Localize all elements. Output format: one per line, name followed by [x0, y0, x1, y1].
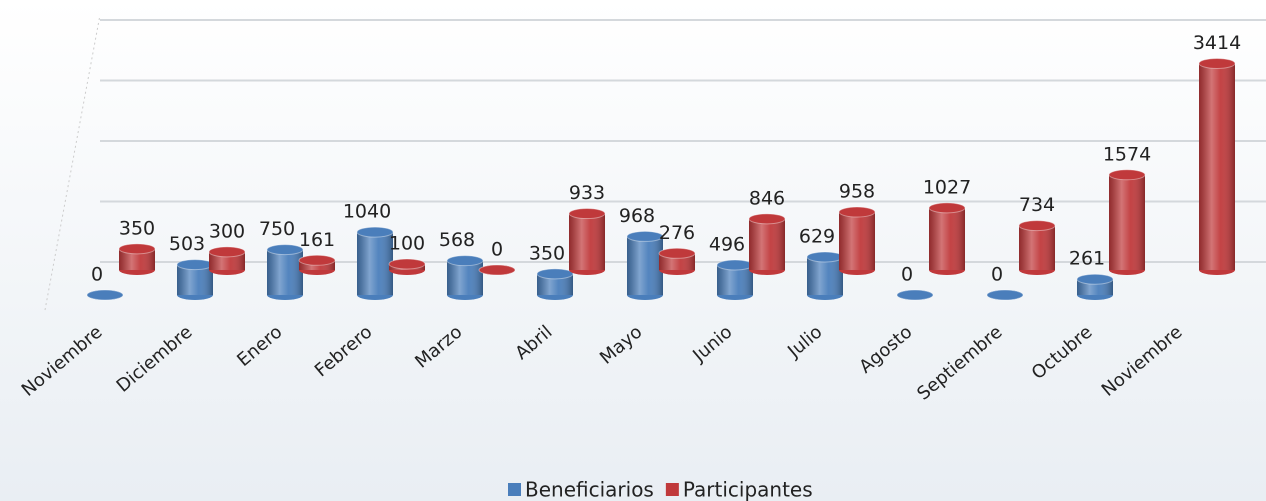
value-label: 3414	[1193, 32, 1241, 54]
value-label: 958	[839, 181, 875, 203]
bar-top	[568, 208, 606, 220]
bar-top	[388, 258, 426, 270]
legend-label: Beneficiarios	[525, 478, 654, 501]
bar-shade	[807, 256, 843, 295]
bar-top	[1018, 220, 1056, 232]
value-label: 568	[439, 229, 475, 251]
bar	[356, 226, 394, 300]
bar-shade	[1019, 225, 1055, 270]
bar	[1198, 57, 1236, 275]
value-label: 0	[91, 264, 103, 286]
value-label: 1040	[343, 201, 391, 223]
bar-shade	[717, 264, 753, 295]
bar-top	[208, 246, 246, 258]
value-label: 846	[749, 187, 785, 209]
value-label: 734	[1019, 194, 1055, 216]
bar-shade	[357, 232, 393, 295]
bar	[478, 264, 516, 276]
bar	[388, 258, 426, 275]
legend-label: Participantes	[683, 478, 813, 501]
bar	[86, 289, 124, 301]
value-label: 0	[991, 264, 1003, 286]
bar-shade	[569, 213, 605, 270]
value-label: 276	[659, 222, 695, 244]
bar	[658, 247, 696, 275]
bar-top	[298, 254, 336, 266]
bar	[716, 259, 754, 300]
bar-shade	[1199, 63, 1235, 270]
bar	[896, 289, 934, 301]
value-label: 1027	[923, 176, 971, 198]
value-label: 261	[1069, 248, 1105, 270]
value-label: 968	[619, 205, 655, 227]
bar-top	[896, 289, 934, 301]
bar-shade	[177, 264, 213, 295]
value-label: 1574	[1103, 143, 1151, 165]
bar-top	[266, 244, 304, 256]
bar-top	[748, 213, 786, 225]
bar-top	[986, 289, 1024, 301]
value-label: 0	[491, 239, 503, 261]
bar	[118, 243, 156, 275]
bar-top	[478, 264, 516, 276]
bar	[298, 254, 336, 275]
bar	[986, 289, 1024, 301]
bar-top	[536, 268, 574, 280]
bar-top	[1076, 273, 1114, 285]
value-label: 750	[259, 218, 295, 240]
bar-shade	[929, 207, 965, 270]
bar	[446, 255, 484, 300]
bar-top	[1198, 57, 1236, 69]
bar-shade	[627, 236, 663, 295]
bar-shade	[839, 212, 875, 270]
bar-top	[716, 259, 754, 271]
value-label: 300	[209, 220, 245, 242]
value-label: 100	[389, 232, 425, 254]
value-label: 350	[119, 217, 155, 239]
legend-swatch	[665, 483, 679, 496]
bar-top	[658, 247, 696, 259]
bar-shade	[209, 251, 245, 270]
value-label: 0	[901, 264, 913, 286]
bar-top	[626, 230, 664, 242]
value-label: 503	[169, 233, 205, 255]
bar	[1076, 273, 1114, 300]
bar-top	[806, 251, 844, 263]
bar	[748, 213, 786, 275]
bar-top	[118, 243, 156, 255]
depth-axis	[44, 14, 101, 311]
bar	[176, 259, 214, 300]
bar	[1018, 220, 1056, 275]
bar	[536, 268, 574, 300]
bar	[806, 251, 844, 300]
bar-top	[928, 202, 966, 214]
bar	[838, 206, 876, 275]
bar	[626, 230, 664, 300]
bar-top	[176, 259, 214, 271]
bar-shade	[119, 248, 155, 270]
bar-shade	[1109, 174, 1145, 270]
value-label: 496	[709, 233, 745, 255]
bar	[928, 202, 966, 275]
bar	[266, 244, 304, 300]
value-label: 629	[799, 225, 835, 247]
bar	[208, 246, 246, 275]
legend-swatch	[508, 483, 521, 496]
bar-shade	[267, 249, 303, 295]
bar-top	[446, 255, 484, 267]
bar	[1108, 169, 1146, 275]
bar-shade	[749, 218, 785, 270]
bar-top	[356, 226, 394, 238]
bar-shade	[537, 273, 573, 295]
bar-top	[86, 289, 124, 301]
value-label: 933	[569, 182, 605, 204]
bar-top	[838, 206, 876, 218]
value-label: 350	[529, 242, 565, 264]
bar-top	[1108, 169, 1146, 181]
bar-shade	[447, 260, 483, 295]
bar	[568, 208, 606, 275]
value-label: 161	[299, 229, 335, 251]
